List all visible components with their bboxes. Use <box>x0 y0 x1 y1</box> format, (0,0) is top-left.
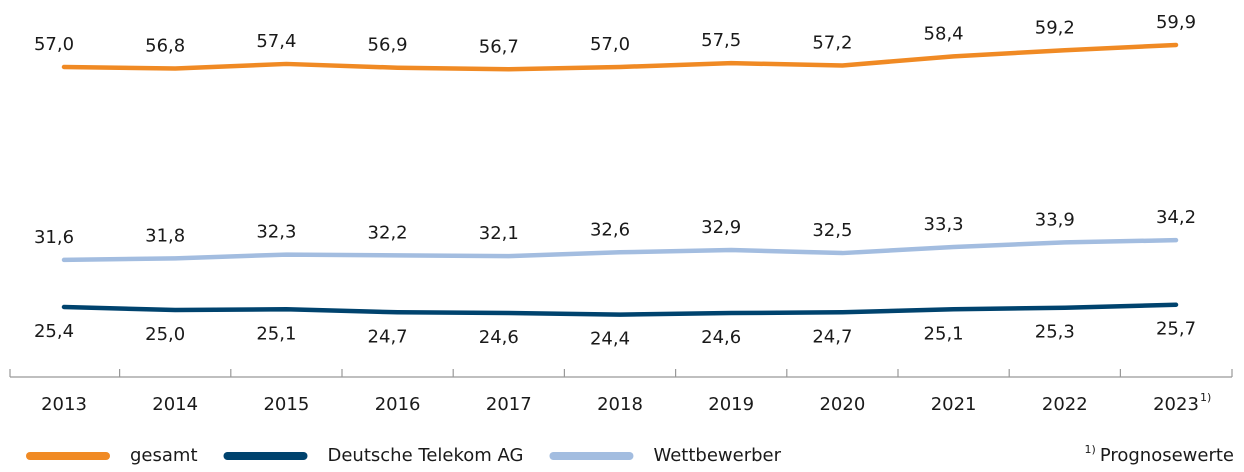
legend-label: Wettbewerber <box>653 445 781 466</box>
data-label: 57,4 <box>256 31 296 52</box>
data-label: 32,2 <box>368 222 408 243</box>
data-label: 58,4 <box>924 23 964 44</box>
x-tick-label: 2021 <box>931 394 977 415</box>
data-label: 32,5 <box>812 220 852 241</box>
footnote-marker: 1) <box>1085 443 1096 456</box>
x-tick-label: 2018 <box>597 394 643 415</box>
data-label: 31,6 <box>34 227 74 248</box>
data-label: 24,6 <box>701 327 741 348</box>
x-tick-label: 2016 <box>375 394 421 415</box>
data-label: 56,7 <box>479 36 519 57</box>
data-label: 33,3 <box>924 214 964 235</box>
data-label: 31,8 <box>145 225 185 246</box>
series-line <box>61 302 1179 317</box>
data-label: 59,9 <box>1156 12 1196 33</box>
series-line <box>61 237 1179 263</box>
data-label: 56,8 <box>145 35 185 56</box>
data-label: 24,7 <box>368 326 408 347</box>
data-label: 24,6 <box>479 327 519 348</box>
x-tick-label: 2020 <box>819 394 865 415</box>
data-label: 33,9 <box>1035 209 1075 230</box>
x-tick-label: 2022 <box>1042 394 1088 415</box>
data-label: 32,6 <box>590 219 630 240</box>
x-tick-label: 2017 <box>486 394 532 415</box>
data-label: 56,9 <box>368 35 408 56</box>
series-line <box>61 42 1179 72</box>
data-label: 57,0 <box>590 34 630 55</box>
data-label: 24,4 <box>590 329 630 350</box>
data-label: 25,7 <box>1156 319 1196 340</box>
data-label: 59,2 <box>1035 17 1075 38</box>
data-label: 24,7 <box>812 326 852 347</box>
footnote-text: Prognosewerte <box>1100 445 1234 466</box>
data-label: 32,1 <box>479 223 519 244</box>
legend-label: Deutsche Telekom AG <box>328 445 524 466</box>
x-tick-label: 2023 <box>1153 394 1199 415</box>
data-label: 25,0 <box>145 324 185 345</box>
data-label: 57,5 <box>701 30 741 51</box>
data-label: 34,2 <box>1156 207 1196 228</box>
data-label: 25,1 <box>924 323 964 344</box>
x-tick-label: 2014 <box>152 394 198 415</box>
legend-label: gesamt <box>130 445 198 466</box>
data-label: 32,3 <box>256 222 296 243</box>
data-label: 32,9 <box>701 217 741 238</box>
data-label: 25,3 <box>1035 322 1075 343</box>
x-tick-label: 2013 <box>41 394 87 415</box>
x-tick-label: 2019 <box>708 394 754 415</box>
footnote-marker: 1) <box>1200 391 1211 404</box>
data-label: 57,0 <box>34 34 74 55</box>
data-label: 57,2 <box>812 32 852 53</box>
data-label: 25,4 <box>34 321 74 342</box>
x-tick-label: 2015 <box>263 394 309 415</box>
data-label: 25,1 <box>256 323 296 344</box>
